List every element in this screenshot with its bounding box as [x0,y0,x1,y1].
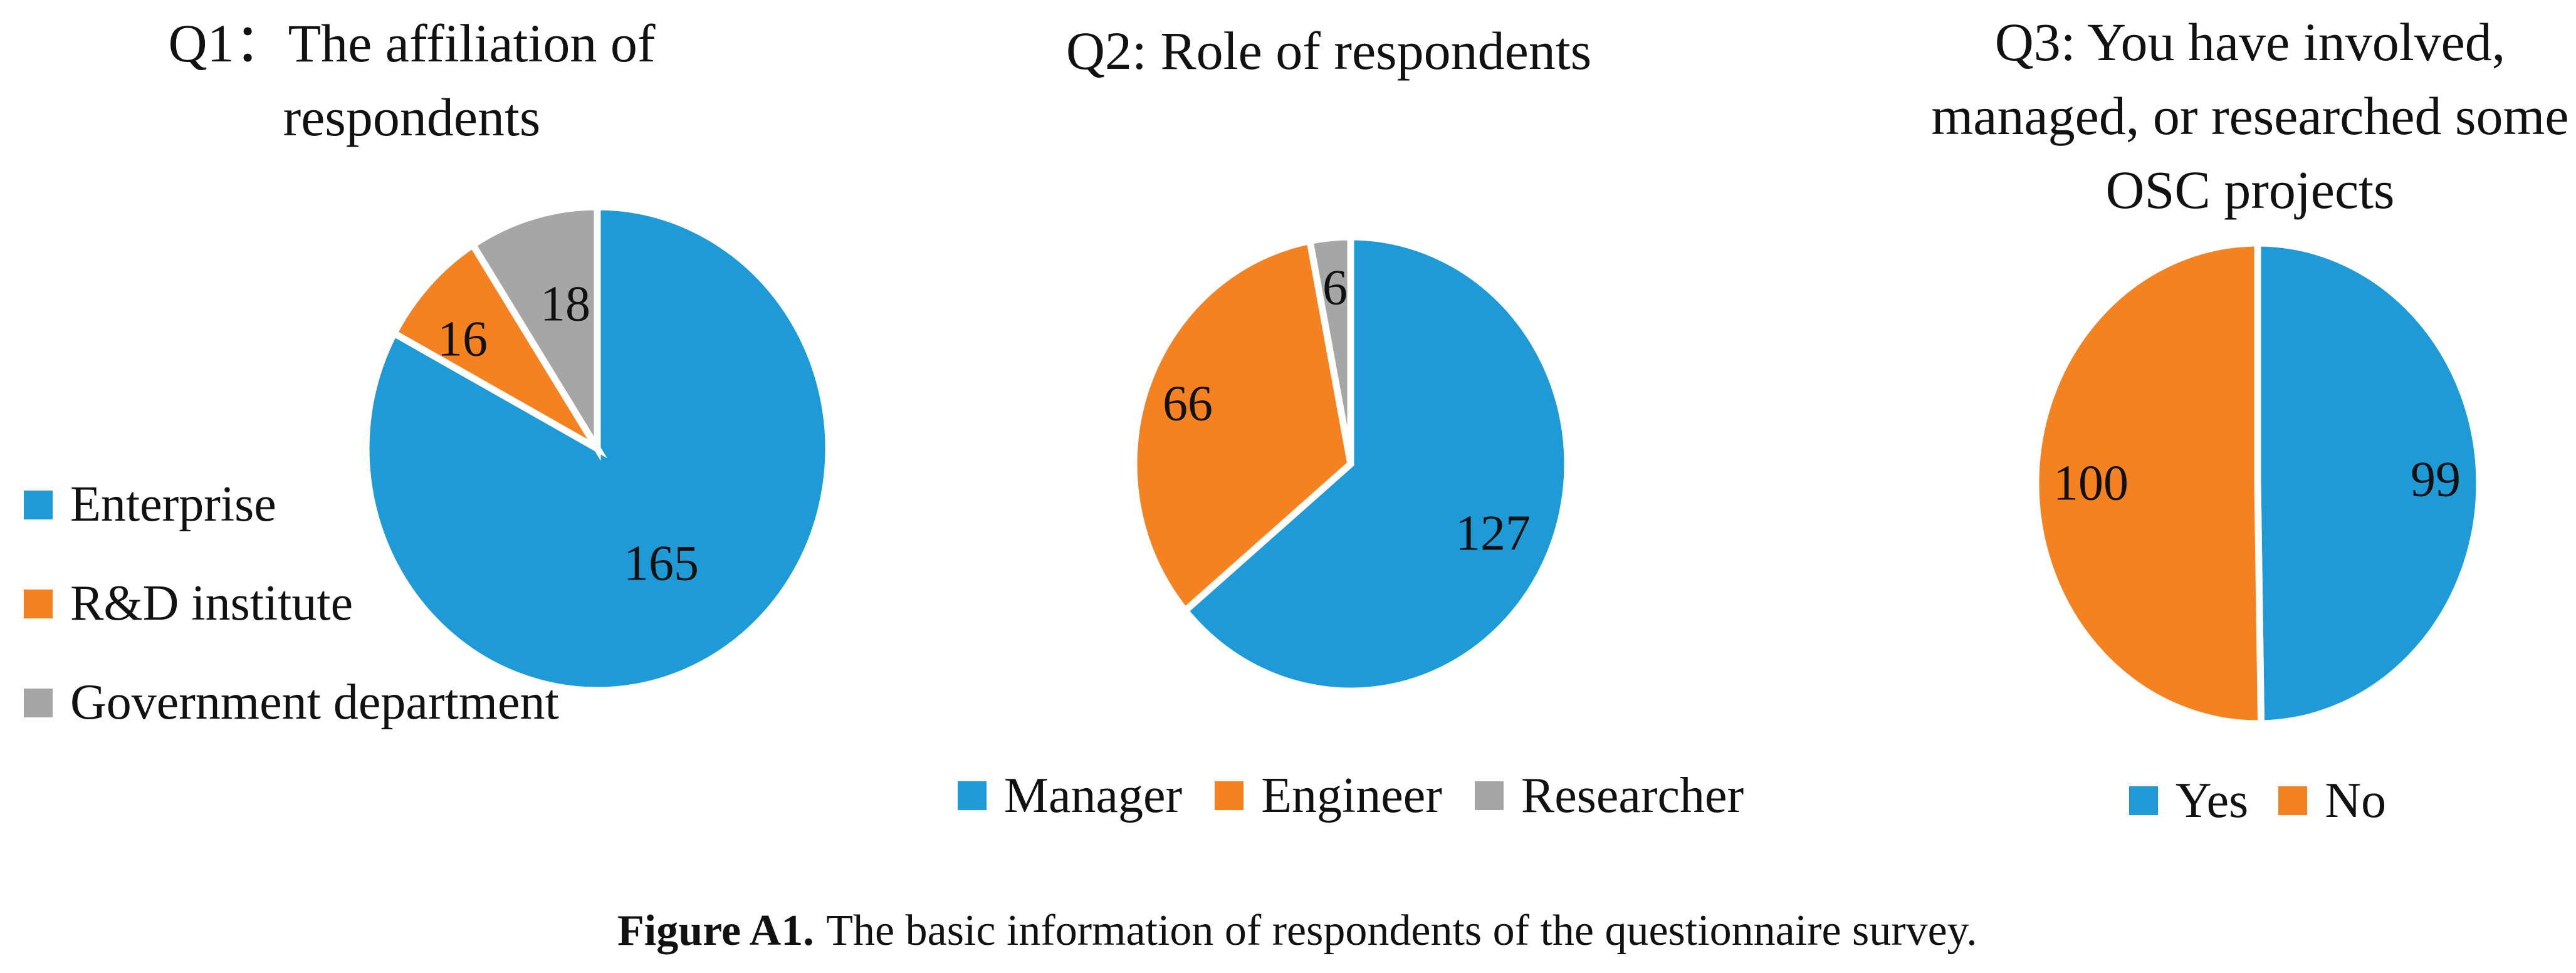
chart-title-q2: Q2: Role of respondents [1065,21,1592,81]
pie-slice-no [2032,239,2265,727]
chart-title-q3: Q3: You have involved, managed, or resea… [1931,12,2569,220]
pie-value-label-researcher: 6 [1322,260,1348,316]
legend-marker-enterprise-icon [24,490,53,519]
pie-slice-r-d-institute [389,239,607,459]
legend-item-manager: Manager [957,767,1183,825]
legend-item-rd-institute: R&D institute [24,575,353,632]
legend-item-engineer: Engineer [1215,767,1442,825]
pie-value-label-enterprise: 165 [624,536,699,591]
pie-chart-q2-role [1130,233,1571,695]
legend-marker-engineer-icon [1215,781,1244,810]
legend-label-manager: Manager [1003,767,1183,823]
pie-slice-government-department [468,203,601,461]
pie-value-label-yes: 99 [2411,452,2461,507]
legend-marker-researcher-icon [1474,781,1504,810]
legend-marker-yes-icon [2128,786,2158,815]
pie-value-label-rd-institute: 16 [437,311,488,367]
legend-marker-rd-institute-icon [24,589,53,618]
pie-slice-researcher [1306,233,1354,465]
legend-item-enterprise: Enterprise [24,476,276,533]
legend-q3: Yes No [2032,771,2483,831]
pie-value-label-government-department: 18 [540,276,590,332]
legend-marker-government-department-icon [24,688,53,717]
legend-label-yes: Yes [2175,773,2249,828]
figure-caption: Figure A1. The basic information of respo… [617,906,1977,956]
legend-label-no: No [2325,773,2387,828]
pie-value-label-no: 100 [2053,455,2128,511]
legend-label-rd-institute: R&D institute [70,576,353,631]
pie-chart-q3-osc-projects [2032,239,2483,727]
pie-slice-engineer [1130,236,1354,616]
legend-marker-manager-icon [957,781,987,810]
legend-label-researcher: Researcher [1521,767,1744,823]
figure-caption-label: Figure A1. [617,907,814,955]
legend-item-researcher: Researcher [1474,767,1744,825]
legend-q2: Manager Engineer Researcher [896,766,1805,826]
pie-slice-yes [2254,239,2483,727]
legend-label-government-department: Government department [70,675,559,730]
pie-value-label-manager: 127 [1455,506,1531,561]
legend-marker-no-icon [2278,786,2308,815]
chart-title-q1: Q1：The affiliation of respondents [168,13,656,147]
figure-caption-text: The basic information of respondents of … [826,907,1977,955]
legend-label-engineer: Engineer [1261,767,1442,823]
legend-item-yes: Yes [2128,773,2249,830]
legend-item-government-department: Government department [24,674,559,731]
pie-slice-manager [1180,233,1571,695]
legend-label-enterprise: Enterprise [70,477,276,532]
legend-item-no: No [2278,773,2386,830]
pie-value-label-engineer: 66 [1163,376,1213,432]
pie-chart-q1-affiliation [362,203,832,694]
